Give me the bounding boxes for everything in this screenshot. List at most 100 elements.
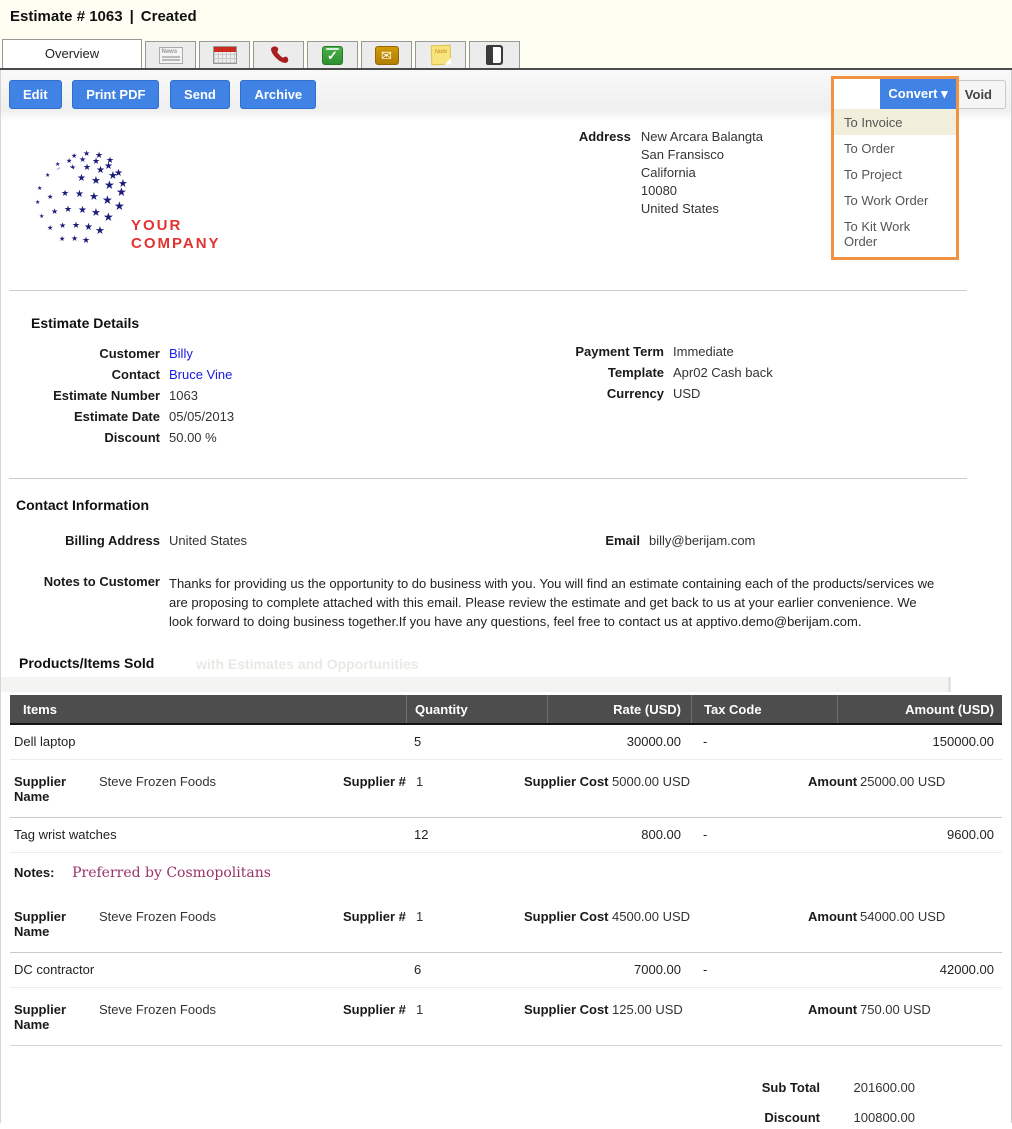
svg-text:★: ★ [114, 168, 123, 179]
item-tax-code: - [703, 734, 708, 749]
estimate-details-section: Estimate Details Customer Billy Contact Br… [1, 291, 1011, 478]
void-button[interactable]: Void [950, 80, 1006, 109]
notes-to-customer-text: Thanks for providing us the opportunity … [169, 576, 935, 629]
print-pdf-button[interactable]: Print PDF [72, 80, 160, 109]
supplier-name-label: Supplier Name [14, 1002, 67, 1032]
svg-text:★: ★ [118, 177, 128, 190]
item-notes-label: Notes: [14, 865, 55, 880]
supplier-amount-value: 750.00 USD [860, 1002, 931, 1017]
item-amount: 9600.00 [947, 827, 994, 842]
svg-text:★: ★ [72, 221, 80, 231]
content-area: Edit Print PDF Send Archive Void Convert… [0, 70, 1012, 1125]
products-table: Items Quantity Rate (USD) Tax Code Amoun… [10, 695, 1002, 1045]
company-logo: ★ ★ ★ ★ ★ ★ ★ ★ ★ ★ ★ ★ ★ ★ ★ ★ ★ ★ ★ ★ ★ ★ ★ ★ ★ ★ ★ ★ ★ ★ ★ ★ ★ ★ ★… [19, 138, 219, 290]
discount-total-value: 100800.00 [853, 1110, 915, 1125]
supplier-cost-value: 125.00 USD [612, 1002, 683, 1017]
divider [9, 478, 967, 479]
estimate-date-label: Estimate Date [74, 409, 160, 424]
address-line: 10080 [640, 183, 678, 198]
svg-text:★: ★ [66, 157, 72, 165]
menu-item-to-order[interactable]: To Order [844, 141, 895, 156]
tab-calendar[interactable] [199, 41, 250, 68]
svg-text:★: ★ [116, 185, 127, 199]
currency-label: Currency [606, 386, 664, 401]
phone-icon [270, 46, 288, 63]
col-amount: Amount (USD) [837, 695, 1002, 723]
svg-text:★: ★ [91, 174, 101, 187]
svg-text:★: ★ [59, 235, 65, 243]
customer-link[interactable]: Billy [169, 346, 193, 361]
tab-tasks[interactable]: ✓ [307, 41, 358, 68]
tab-email[interactable]: ✉ [361, 41, 412, 68]
supplier-number-value: 1 [416, 1002, 424, 1017]
convert-button[interactable]: Convert ▾ [880, 79, 956, 109]
svg-text:★: ★ [37, 185, 42, 192]
contact-label: Contact [111, 367, 160, 382]
svg-text:★: ★ [114, 199, 125, 213]
template-label: Template [607, 365, 664, 380]
menu-item-to-project[interactable]: To Project [844, 167, 902, 182]
item-quantity: 5 [414, 734, 422, 749]
action-toolbar: Edit Print PDF Send Archive Void Convert… [1, 70, 1011, 260]
table-row: Dell laptop 5 30000.00 - 150000.00 [10, 725, 1002, 760]
calendar-icon [212, 46, 237, 64]
supplier-number-label: Supplier # [343, 1002, 406, 1017]
svg-text:★: ★ [83, 163, 91, 173]
svg-text:★: ★ [92, 157, 100, 167]
tab-calls[interactable] [253, 41, 304, 68]
svg-text:★: ★ [71, 152, 77, 160]
supplier-number-value: 1 [416, 909, 424, 924]
convert-spacer [834, 79, 880, 109]
item-notes-value: Preferred by Cosmopolitans [72, 865, 271, 881]
contact-information-section: Contact Information Billing Address Unit… [1, 479, 1011, 651]
tab-news[interactable]: News [145, 41, 196, 68]
tab-contacts[interactable] [469, 41, 520, 68]
svg-text:★: ★ [106, 156, 114, 166]
tab-notes[interactable]: Note [415, 41, 466, 68]
table-row: Tag wrist watches 12 800.00 - 9600.00 [10, 818, 1002, 853]
svg-text:★: ★ [69, 163, 76, 172]
supplier-amount-value: 25000.00 USD [860, 774, 946, 789]
company-header: ★ ★ ★ ★ ★ ★ ★ ★ ★ ★ ★ ★ ★ ★ ★ ★ ★ ★ ★ ★ ★ ★ ★ ★ ★ ★ ★ ★ ★ ★ ★ ★ ★ ★ ★… [1, 120, 1011, 290]
svg-text:★: ★ [95, 151, 103, 161]
address-line: California [640, 165, 696, 180]
item-rate: 800.00 [641, 827, 681, 842]
discount-label: Discount [104, 430, 160, 445]
svg-text:YOUR: YOUR [131, 217, 182, 234]
item-tax-code: - [703, 827, 708, 842]
supplier-number-label: Supplier # [343, 774, 406, 789]
supplier-row: Supplier Name Steve Frozen Foods Supplie… [10, 760, 1002, 818]
archive-button[interactable]: Archive [240, 80, 317, 109]
contact-link[interactable]: Bruce Vine [169, 367, 233, 382]
ghost-watermark-text: with Estimates and Opportunities [196, 656, 419, 672]
svg-text:★: ★ [35, 199, 40, 206]
discount-value: 50.00 % [169, 430, 217, 445]
currency-value: USD [673, 386, 701, 401]
item-amount: 42000.00 [939, 962, 994, 977]
products-section-header: with Estimates and Opportunities Product… [1, 655, 1011, 673]
supplier-name-label: Supplier Name [14, 909, 67, 939]
menu-item-to-invoice[interactable]: To Invoice [834, 109, 956, 135]
email-value: billy@berijam.com [649, 533, 756, 548]
item-rate: 7000.00 [634, 962, 681, 977]
template-value: Apr02 Cash back [673, 365, 773, 380]
products-toolbar-strip [1, 677, 951, 692]
supplier-amount-label: Amount [808, 909, 858, 924]
menu-item-to-kit-work-order[interactable]: To Kit Work Order [844, 219, 911, 249]
tab-overview[interactable]: Overview [2, 39, 142, 68]
svg-text:COMPANY: COMPANY [131, 235, 219, 252]
svg-text:★: ★ [104, 161, 113, 172]
edit-button[interactable]: Edit [9, 80, 62, 109]
menu-item-to-work-order[interactable]: To Work Order [844, 193, 929, 208]
item-rate: 30000.00 [626, 734, 681, 749]
svg-text:★: ★ [75, 189, 84, 200]
email-label: Email [605, 533, 640, 548]
supplier-row: Supplier Name Steve Frozen Foods Supplie… [10, 895, 1002, 953]
billing-address-value: United States [169, 533, 248, 548]
item-amount: 150000.00 [932, 734, 994, 749]
svg-text:★: ★ [108, 169, 118, 182]
send-button[interactable]: Send [170, 80, 230, 109]
item-quantity: 6 [414, 962, 422, 977]
payment-term-label: Payment Term [575, 344, 664, 359]
